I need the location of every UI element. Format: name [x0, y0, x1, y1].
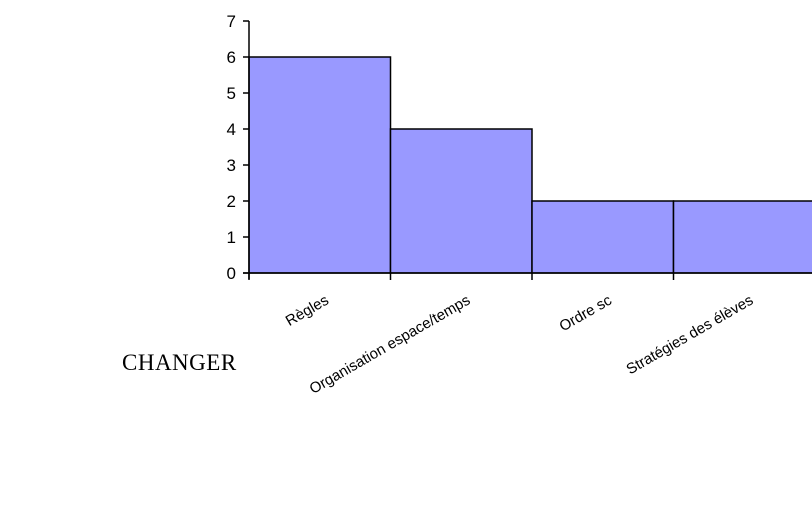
y-tick-label: 7 [227, 12, 236, 31]
y-tick-label: 6 [227, 48, 236, 67]
bars-group [248, 56, 812, 274]
y-tick-label: 3 [227, 156, 236, 175]
y-tick-label: 4 [227, 120, 236, 139]
bar-2 [389, 128, 533, 274]
x-category-label: Ordre sc [556, 291, 615, 335]
bar-1 [248, 56, 392, 274]
x-category-label: Règles [283, 292, 332, 330]
y-tick-label: 1 [227, 228, 236, 247]
y-tick-label: 5 [227, 84, 236, 103]
side-label: CHANGER [122, 350, 237, 375]
x-category-label: Stratégies des élèves [624, 292, 757, 378]
x-category-label: Organisation espace/temps [307, 292, 474, 398]
y-tick-label: 0 [227, 264, 236, 283]
y-ticks-group: 0 1 2 3 4 5 6 7 [227, 12, 249, 283]
axes-group [243, 21, 812, 280]
y-tick-label: 2 [227, 192, 236, 211]
bar-4 [672, 200, 812, 274]
bar-3 [531, 200, 675, 274]
